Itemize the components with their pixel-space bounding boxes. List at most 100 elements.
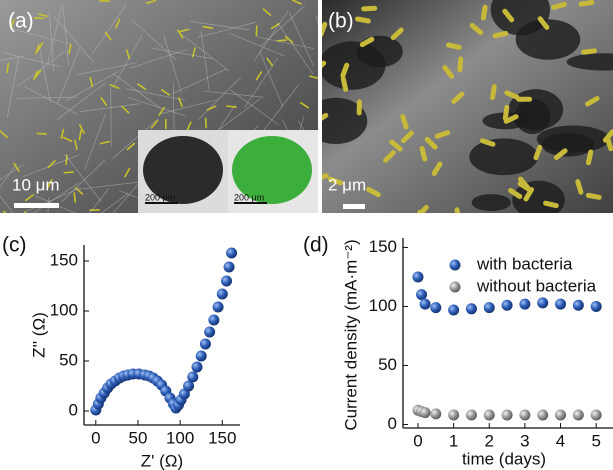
pore	[469, 138, 538, 175]
bacterium	[448, 45, 459, 47]
data-point	[416, 289, 427, 300]
panel-label: (d)	[303, 234, 329, 257]
data-point	[420, 407, 431, 418]
data-point	[430, 408, 441, 419]
data-point	[502, 410, 513, 421]
inset-scale-label: 200 μm	[234, 192, 264, 202]
y-axis-label: Z'' (Ω)	[29, 312, 48, 358]
bacterium	[578, 182, 581, 193]
data-point	[224, 262, 235, 273]
bacterium	[495, 33, 506, 35]
data-point	[573, 300, 584, 311]
pore	[537, 126, 610, 153]
data-point	[187, 372, 198, 383]
x-tick-label: 100	[166, 428, 194, 447]
bacterium	[25, 212, 32, 218]
x-tick-label: 5	[591, 431, 600, 450]
x-tick-label: 3	[520, 431, 529, 450]
bacterium	[588, 195, 599, 197]
data-point	[208, 315, 219, 326]
bacterium	[483, 7, 485, 18]
y-tick-label: 50	[378, 355, 397, 374]
bacterium	[505, 107, 507, 118]
y-tick-label: 0	[388, 414, 397, 433]
bacterium	[437, 133, 447, 136]
bacterium	[554, 4, 565, 7]
data-point	[591, 410, 602, 421]
bacterium	[206, 118, 207, 127]
bacterium	[460, 59, 461, 70]
bacterium	[418, 212, 419, 223]
data-point	[555, 410, 566, 421]
data-point	[537, 297, 548, 308]
legend-marker	[450, 260, 461, 271]
data-point	[226, 248, 237, 259]
data-point	[420, 299, 431, 310]
data-point	[217, 289, 228, 300]
data-point	[537, 410, 548, 421]
bacterium	[64, 172, 73, 173]
panel-label: (c)	[2, 234, 27, 257]
data-point	[213, 302, 224, 313]
y-tick-label: 100	[50, 300, 78, 319]
y-axis-label: Current density (mA·m⁻²)	[341, 239, 360, 430]
data-point	[484, 302, 495, 313]
bacterium	[403, 116, 406, 127]
data-point	[466, 303, 477, 314]
x-tick-label: 150	[208, 428, 236, 447]
figure: 200 μm 200 μm (a) 10 μm (b) 2 μm (c) (d)…	[0, 0, 613, 470]
x-tick-label: 4	[556, 431, 565, 450]
x-tick-label: 1	[449, 431, 458, 450]
scale-label: 2 μm	[328, 175, 366, 194]
inset-scale-label: 200 μm	[145, 192, 175, 202]
x-tick-label: 50	[129, 428, 148, 447]
pore	[356, 36, 402, 68]
data-point	[196, 351, 207, 362]
scale-bar	[14, 203, 59, 208]
data-point	[448, 304, 459, 315]
bacterium	[358, 19, 369, 21]
y-tick-label: 0	[69, 400, 78, 419]
data-point	[519, 299, 530, 310]
bacterium	[493, 87, 495, 98]
data-point	[519, 410, 530, 421]
data-point	[412, 271, 423, 282]
bacterium	[588, 152, 590, 163]
legend-label: with bacteria	[476, 254, 573, 273]
bacterium	[546, 203, 557, 205]
bacterium	[227, 106, 236, 107]
data-point	[204, 327, 215, 338]
data-point	[591, 301, 602, 312]
y-tick-label: 50	[59, 350, 78, 369]
x-tick-label: 2	[485, 431, 494, 450]
bacterium	[343, 79, 345, 90]
y-tick-label: 100	[369, 296, 397, 315]
x-axis-label: time (days)	[462, 449, 546, 468]
data-point	[448, 410, 459, 421]
bacterium	[457, 210, 459, 221]
data-point	[573, 410, 584, 421]
data-point	[221, 276, 232, 287]
bacterium	[536, 147, 540, 157]
bacterium	[277, 40, 286, 41]
data-point	[484, 410, 495, 421]
x-axis-label: Z' (Ω)	[141, 451, 183, 470]
data-point	[430, 302, 441, 313]
data-point	[191, 362, 202, 373]
data-point	[502, 300, 513, 311]
bacterium	[364, 8, 375, 9]
x-tick-label: 0	[413, 431, 422, 450]
scale-bar	[343, 204, 365, 209]
data-point	[466, 410, 477, 421]
x-tick-label: 0	[91, 428, 100, 447]
data-point	[200, 339, 211, 350]
y-tick-label: 150	[50, 250, 78, 269]
bacterium	[581, 2, 592, 4]
panel-label: (b)	[328, 10, 354, 33]
bacterium	[422, 148, 425, 159]
pore	[472, 194, 511, 211]
y-tick-label: 150	[369, 237, 397, 256]
data-point	[555, 299, 566, 310]
bacterium	[483, 141, 493, 144]
legend-marker	[450, 282, 461, 293]
